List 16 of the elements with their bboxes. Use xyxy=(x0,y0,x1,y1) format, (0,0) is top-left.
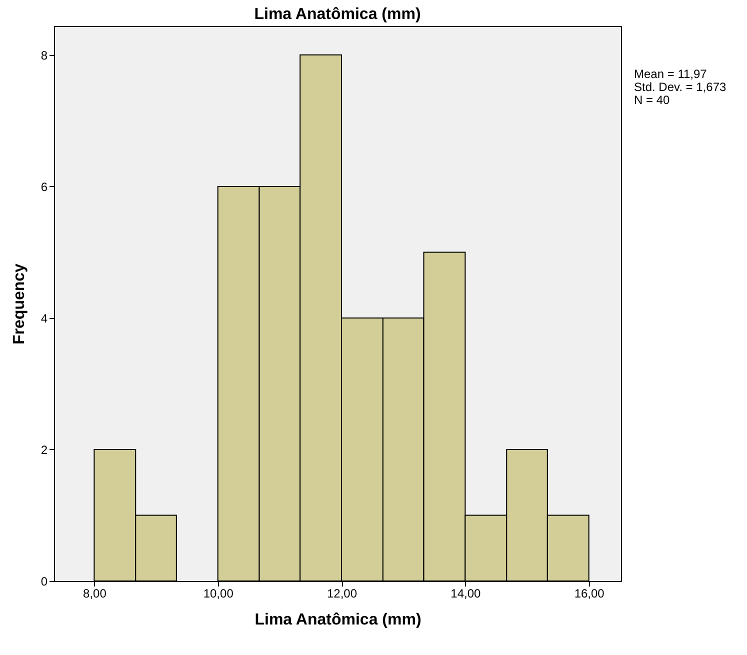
y-tick-label: 8 xyxy=(40,48,48,62)
y-tick-label: 2 xyxy=(40,442,48,457)
x-tick-label: 10,00 xyxy=(203,586,234,600)
text: Std. Dev. = 1,673 xyxy=(634,80,726,94)
x-axis-title: Lima Anatômica (mm) xyxy=(254,612,422,628)
y-tick-label: 6 xyxy=(40,180,48,194)
y-axis-title: Frequency xyxy=(10,263,28,344)
chart-title: Lima Anatômica (mm) xyxy=(254,6,421,23)
x-tick-label: 12,00 xyxy=(327,586,358,600)
text: Mean = 11,97 xyxy=(634,67,708,81)
x-tick-label: 8,00 xyxy=(83,586,107,600)
x-tick-label: 14,00 xyxy=(450,586,482,600)
y-tick-label: 0 xyxy=(40,574,48,588)
text: N = 40 xyxy=(634,93,671,107)
y-tick-label: 4 xyxy=(40,311,48,326)
x-tick-label: 16,00 xyxy=(574,586,605,600)
